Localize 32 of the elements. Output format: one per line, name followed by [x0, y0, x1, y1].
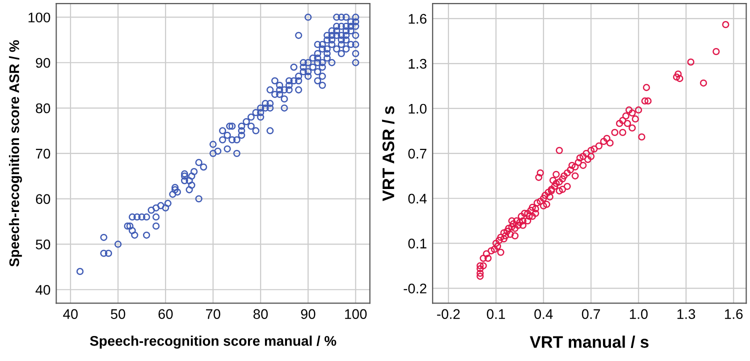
x-tick-label: 40: [63, 309, 78, 319]
x-tick-label: -0.2: [437, 309, 460, 319]
y-tick-label: 1.3: [408, 58, 426, 69]
y-axis-title: Speech-recognition score ASR / %: [8, 40, 22, 267]
y-tick-label: -0.2: [404, 284, 426, 294]
y-tick-label: 80: [36, 103, 50, 114]
x-axis-title: Speech-recognition score manual / %: [90, 336, 336, 349]
x-tick-label: 70: [206, 309, 220, 319]
x-tick-label: 80: [253, 309, 268, 319]
x-tick-label: 100: [345, 309, 367, 319]
x-tick-label: 50: [110, 309, 126, 319]
y-tick-label: 0.7: [408, 148, 426, 159]
x-tick-label: 0.1: [486, 309, 505, 319]
y-tick-label: 1.6: [408, 14, 426, 24]
y-tick-label: 90: [36, 58, 50, 68]
y-tick-label: 1.0: [408, 104, 427, 114]
y-tick-label: 60: [36, 194, 50, 204]
x-tick-label: 0.4: [534, 309, 553, 319]
y-tick-label: 50: [36, 240, 50, 250]
y-tick-label: 70: [36, 148, 50, 159]
x-tick-label: 1.6: [724, 309, 743, 319]
y-tick-label: 0.4: [408, 194, 427, 204]
x-tick-label: 90: [301, 309, 316, 319]
y-tick-label: 0.1: [408, 238, 426, 248]
x-axis-title: VRT manual / s: [530, 336, 648, 348]
x-tick-label: 60: [158, 309, 173, 319]
y-axis-title: VRT ASR / s: [382, 106, 394, 202]
x-tick-label: 0.7: [582, 309, 600, 319]
y-tick-label: 40: [36, 284, 50, 295]
y-tick-label: 100: [28, 12, 50, 22]
x-tick-label: 1.0: [630, 309, 648, 319]
x-tick-label: 1.3: [677, 309, 696, 319]
